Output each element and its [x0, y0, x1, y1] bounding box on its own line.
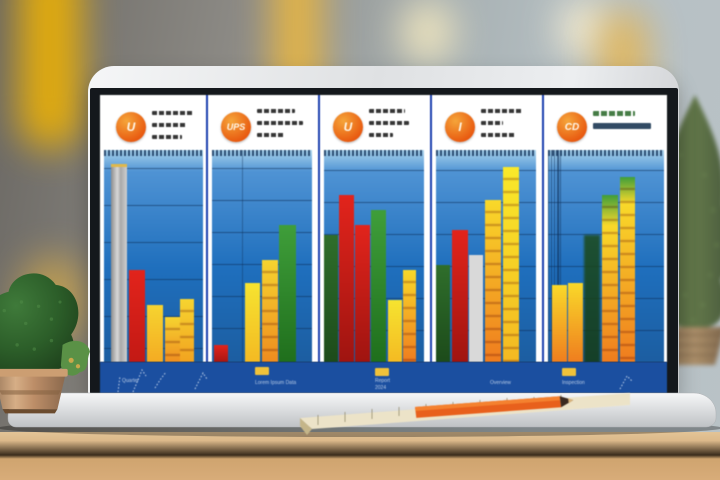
svg-text:Report: Report	[375, 378, 391, 384]
svg-text:Quarter: Quarter	[122, 378, 139, 384]
svg-text:Lorem Ipsum Data: Lorem Ipsum Data	[255, 380, 296, 386]
